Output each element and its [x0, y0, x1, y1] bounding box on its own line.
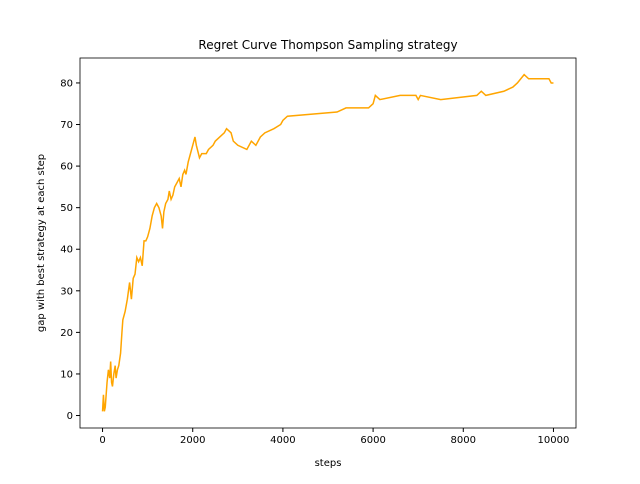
x-axis-label: steps	[315, 458, 342, 469]
x-tick-label: 0	[99, 435, 105, 446]
chart-title: Regret Curve Thompson Sampling strategy	[198, 38, 457, 52]
y-tick-label: 10	[60, 369, 73, 380]
y-tick-label: 50	[60, 203, 73, 214]
y-tick-label: 40	[60, 245, 73, 256]
y-tick-label: 20	[60, 328, 73, 339]
x-tick-label: 2000	[180, 435, 205, 446]
y-tick-label: 70	[60, 120, 73, 131]
x-tick-label: 10000	[538, 435, 570, 446]
x-tick-label: 4000	[270, 435, 295, 446]
line-series	[101, 73, 554, 412]
y-tick-label: 60	[60, 162, 73, 173]
y-axis-label: gap with best strategy at each step	[36, 154, 47, 332]
y-tick-label: 0	[67, 411, 73, 422]
x-tick-label: 6000	[360, 435, 385, 446]
y-tick-label: 30	[60, 286, 73, 297]
y-tick-label: 80	[60, 78, 73, 89]
plot-frame	[79, 57, 577, 429]
x-tick-label: 8000	[451, 435, 476, 446]
